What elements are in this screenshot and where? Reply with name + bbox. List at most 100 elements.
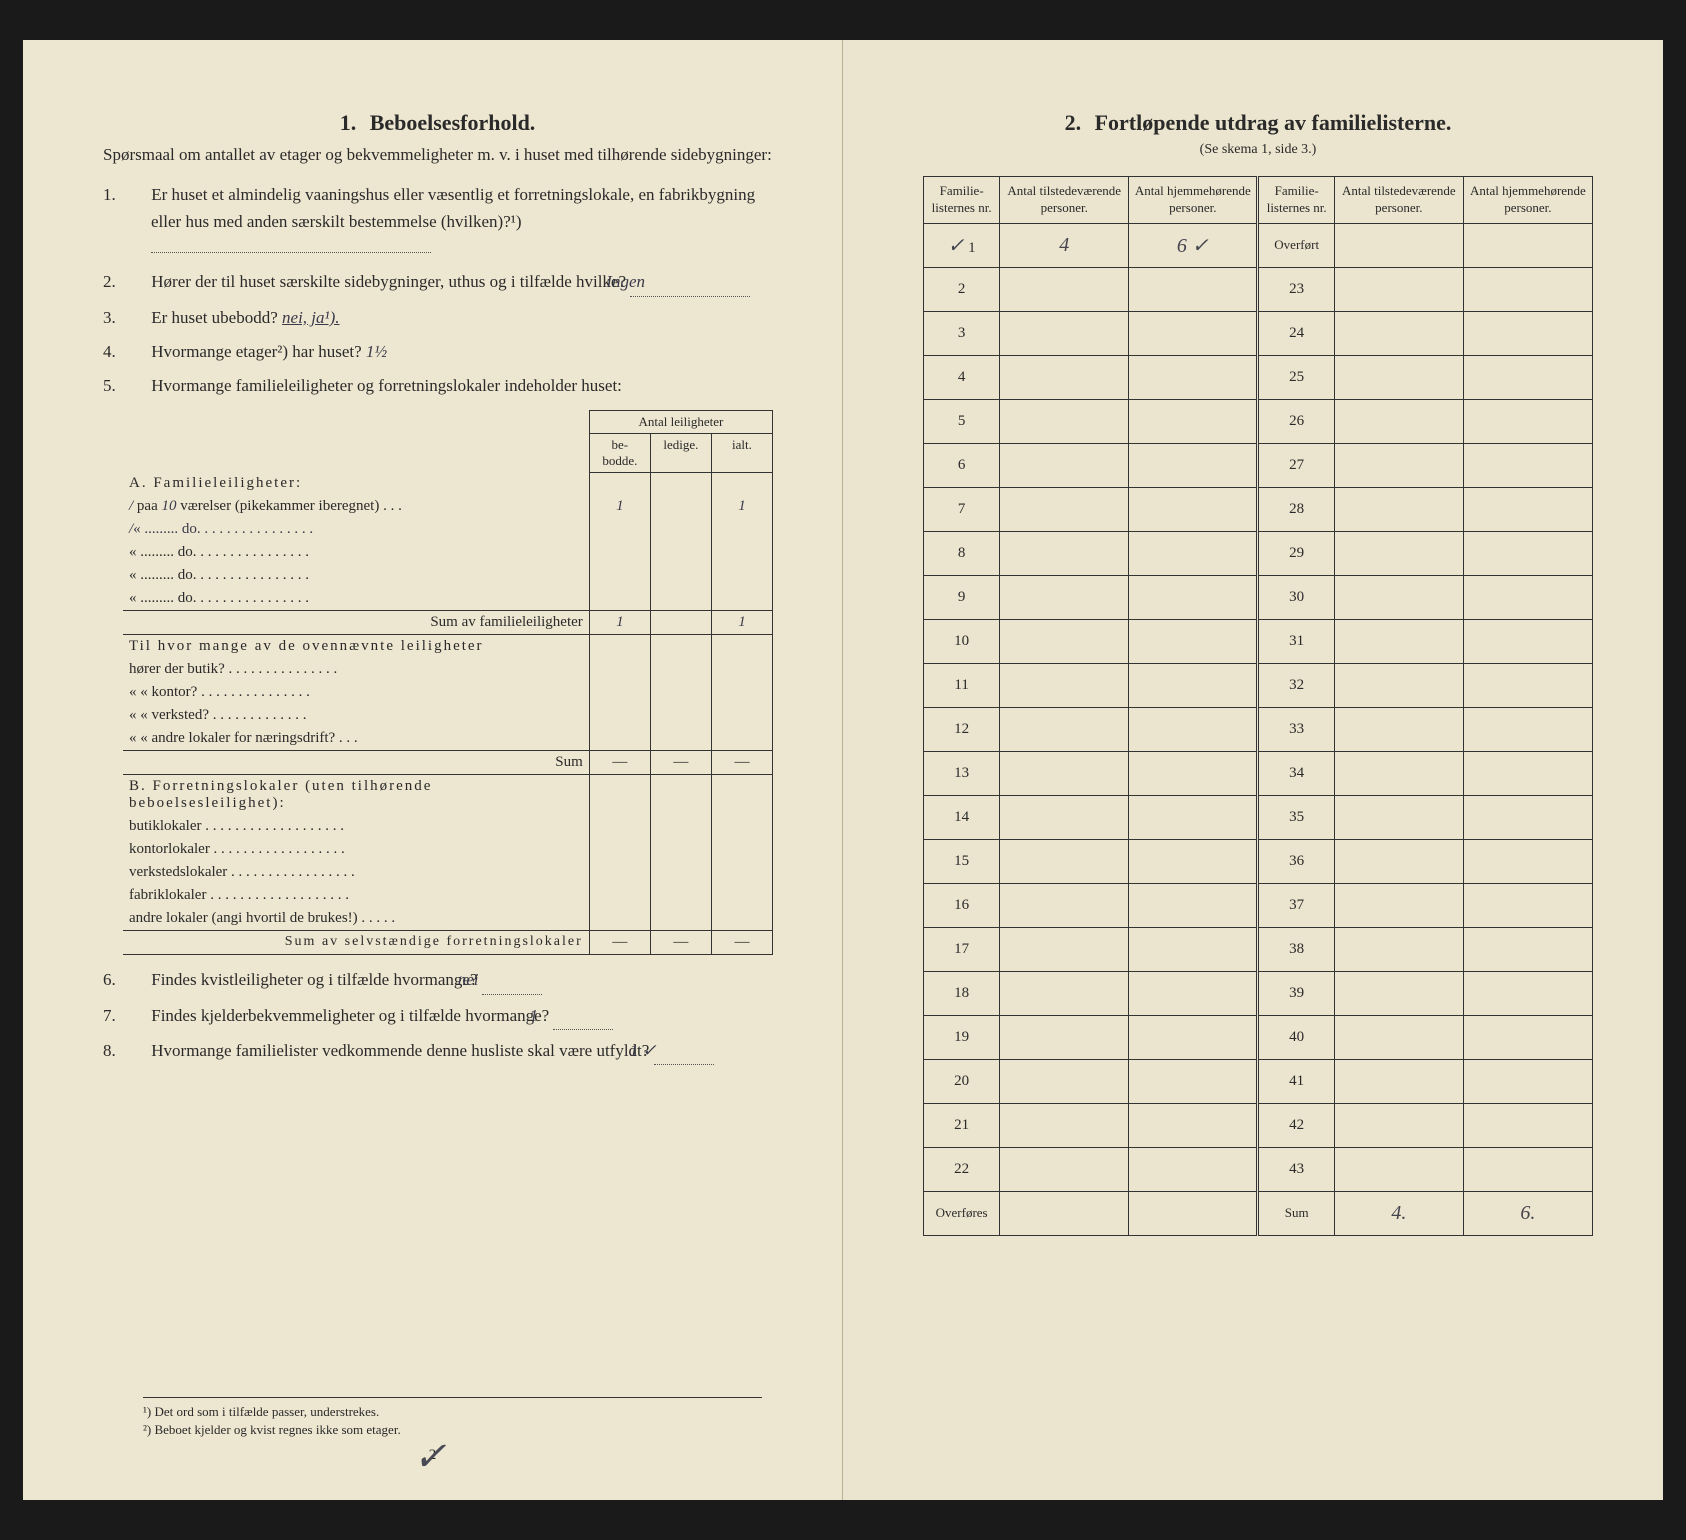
q3-text: Er huset ubebodd? (151, 308, 278, 327)
q1-blank (151, 252, 431, 253)
cell-tilstede-right (1334, 575, 1463, 619)
cell-nr-left: 10 (924, 619, 1000, 663)
cell-nr-left: 16 (924, 883, 1000, 927)
footnotes: ¹) Det ord som i tilfælde passer, unders… (143, 1397, 762, 1440)
cell-hjemme-right (1463, 399, 1592, 443)
cell-hjemme-right (1463, 663, 1592, 707)
left-section-number: 1. (340, 110, 357, 135)
cell-hjemme-right: 6. (1463, 1191, 1592, 1235)
footnote-1: ¹) Det ord som i tilfælde passer, unders… (143, 1404, 762, 1420)
cell-nr-right: 23 (1258, 267, 1334, 311)
cell-nr-left: 20 (924, 1059, 1000, 1103)
cell-hjemme-left (1129, 971, 1258, 1015)
cell-hjemme-left (1129, 1015, 1258, 1059)
table-row: 223 (924, 267, 1593, 311)
q5-text: Hvormange familieleiligheter og forretni… (151, 376, 622, 395)
cell-hjemme-left (1129, 355, 1258, 399)
question-list: 1. Er huset et almindelig vaaningshus el… (103, 182, 772, 399)
question-1: 1. Er huset et almindelig vaaningshus el… (127, 182, 772, 261)
cell-tilstede-left (1000, 795, 1129, 839)
cell-tilstede-right (1334, 1059, 1463, 1103)
cell-tilstede-left (1000, 399, 1129, 443)
q2-answer: Ingen (630, 269, 750, 296)
q7-answer: 1 (553, 1003, 613, 1030)
a-row1-rest: værelser (pikekammer iberegnet) . . . (180, 498, 402, 514)
cell-hjemme-right (1463, 971, 1592, 1015)
table-row: 13 34 (924, 751, 1593, 795)
cell-nr-right: 42 (1258, 1103, 1334, 1147)
cell-nr-right: 24 (1258, 311, 1334, 355)
cell-nr-right: 32 (1258, 663, 1334, 707)
table-row: 1738 (924, 927, 1593, 971)
table-row: 526 (924, 399, 1593, 443)
cell-hjemme-right (1463, 883, 1592, 927)
cell-hjemme-right (1463, 839, 1592, 883)
cell-nr-right: 33 (1258, 707, 1334, 751)
cell-nr-left: 18 (924, 971, 1000, 1015)
cell-tilstede-left (1000, 311, 1129, 355)
a-sum-v3: 1 (711, 611, 772, 635)
a-row-1: / paa 10 værelser (pikekammer iberegnet)… (123, 495, 589, 518)
cell-tilstede-right (1334, 707, 1463, 751)
q2-num: 2. (127, 269, 147, 295)
cell-nr-left: 5 (924, 399, 1000, 443)
cell-nr-right: 38 (1258, 927, 1334, 971)
table-row: 2041 (924, 1059, 1593, 1103)
cell-hjemme-right (1463, 531, 1592, 575)
dash-4: — (589, 931, 650, 955)
cell-tilstede-left (1000, 971, 1129, 1015)
cell-nr-right: 36 (1258, 839, 1334, 883)
table-row: 1536 (924, 839, 1593, 883)
cell-nr-right: 25 (1258, 355, 1334, 399)
leiligheter-table: Antal leiligheter be-bodde. ledige. ialt… (123, 410, 773, 956)
cell-tilstede-left (1000, 1147, 1129, 1191)
cell-hjemme-right (1463, 1059, 1592, 1103)
cell-tilstede-left (1000, 487, 1129, 531)
right-section-title: 2. Fortløpende utdrag av familielisterne… (923, 110, 1593, 136)
b-andre: andre lokaler (angi hvortil de brukes!) … (123, 907, 589, 931)
question-2: 2. Hører der til huset særskilte sidebyg… (127, 269, 772, 296)
q6-num: 6. (127, 967, 147, 993)
cell-hjemme-right (1463, 927, 1592, 971)
cell-tilstede-left (1000, 839, 1129, 883)
table-row: 2243 (924, 1147, 1593, 1191)
question-list-lower: 6. Findes kvistleiligheter og i tilfælde… (103, 967, 772, 1065)
q2-text: Hører der til huset særskilte sidebygnin… (151, 272, 626, 291)
cell-tilstede-right (1334, 443, 1463, 487)
dash-3: — (711, 751, 772, 775)
cell-nr-left: 14 (924, 795, 1000, 839)
cell-tilstede-right (1334, 1147, 1463, 1191)
cell-tilstede-right (1334, 839, 1463, 883)
b-fabrik: fabriklokaler . . . . . . . . . . . . . … (123, 884, 589, 907)
til-hvor: Til hvor mange av de ovennævnte leilighe… (123, 635, 589, 659)
cell-nr-right: 29 (1258, 531, 1334, 575)
cell-nr-left: 9 (924, 575, 1000, 619)
cell-hjemme-left: 6 ✓ (1129, 223, 1258, 267)
q1-num: 1. (127, 182, 147, 208)
cell-hjemme-left (1129, 751, 1258, 795)
cell-nr-left: 13 (924, 751, 1000, 795)
left-section-heading: Beboelsesforhold. (370, 110, 536, 135)
th-nr-left: Familie-listernes nr. (924, 177, 1000, 224)
question-4: 4. Hvormange etager²) har huset? 1½ (127, 339, 772, 365)
cell-tilstede-left (1000, 707, 1129, 751)
cell-hjemme-right (1463, 223, 1592, 267)
table-row: 1637 (924, 883, 1593, 927)
cell-hjemme-left (1129, 663, 1258, 707)
cell-nr-right: Overført (1258, 223, 1334, 267)
cell-nr-right: 31 (1258, 619, 1334, 663)
cell-tilstede-right (1334, 223, 1463, 267)
cell-hjemme-right (1463, 487, 1592, 531)
a-row-do-4: « ......... do. . . . . . . . . . . . . … (123, 587, 589, 611)
cell-hjemme-left (1129, 267, 1258, 311)
cell-nr-right: 34 (1258, 751, 1334, 795)
cell-hjemme-left (1129, 795, 1258, 839)
cell-nr-right: 28 (1258, 487, 1334, 531)
cell-nr-right: 35 (1258, 795, 1334, 839)
a-row1-rooms: 10 (162, 498, 177, 514)
cell-hjemme-left (1129, 883, 1258, 927)
cell-nr-left: ✓ 1 (924, 223, 1000, 267)
cell-tilstede-right (1334, 751, 1463, 795)
table-row: 1132 (924, 663, 1593, 707)
th-tilstede-left: Antal tilstedeværende personer. (1000, 177, 1129, 224)
